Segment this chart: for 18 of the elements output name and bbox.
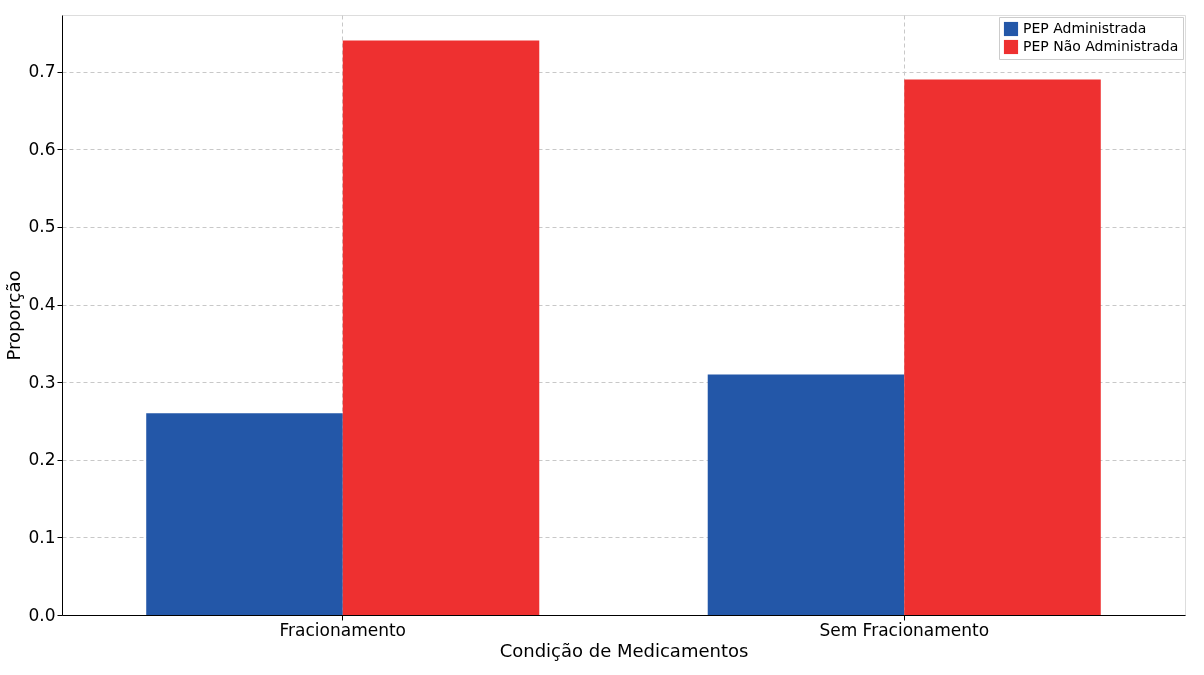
bar <box>904 79 1101 615</box>
bar <box>146 413 343 615</box>
y-tick-label: 0.6 <box>28 138 56 159</box>
y-axis-title: Proporção <box>3 270 25 361</box>
x-axis-title: Condição de Medicamentos <box>499 639 749 661</box>
y-tick-label: 0.7 <box>28 61 56 82</box>
bar <box>707 374 905 615</box>
y-tick-label: 0.0 <box>28 604 56 625</box>
y-tick-label: 0.3 <box>28 371 56 392</box>
legend-label: PEP Administrada <box>1023 20 1147 36</box>
x-tick-label: Sem Fracionamento <box>819 619 990 640</box>
y-tick-label: 0.5 <box>28 216 56 237</box>
y-tick-label: 0.2 <box>28 449 56 470</box>
x-tick-label: Fracionamento <box>279 619 406 640</box>
y-tick-label: 0.4 <box>28 294 56 315</box>
legend-label: PEP Não Administrada <box>1023 38 1179 54</box>
bar <box>342 40 540 615</box>
y-tick-label: 0.1 <box>28 526 56 547</box>
